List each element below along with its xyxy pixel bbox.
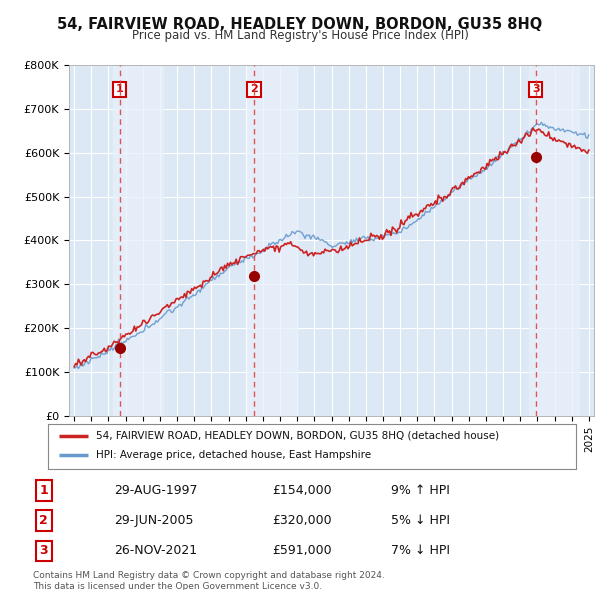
Text: 26-NOV-2021: 26-NOV-2021: [114, 545, 197, 558]
Text: 3: 3: [40, 545, 48, 558]
Text: HPI: Average price, detached house, East Hampshire: HPI: Average price, detached house, East…: [95, 450, 371, 460]
Text: 3: 3: [532, 84, 539, 94]
Text: £154,000: £154,000: [272, 484, 332, 497]
Text: 2: 2: [40, 514, 48, 527]
Text: Price paid vs. HM Land Registry's House Price Index (HPI): Price paid vs. HM Land Registry's House …: [131, 30, 469, 42]
Text: 29-AUG-1997: 29-AUG-1997: [114, 484, 198, 497]
Text: £591,000: £591,000: [272, 545, 332, 558]
Text: 2: 2: [250, 84, 258, 94]
Text: 1: 1: [40, 484, 48, 497]
Text: 1: 1: [116, 84, 124, 94]
Text: 54, FAIRVIEW ROAD, HEADLEY DOWN, BORDON, GU35 8HQ (detached house): 54, FAIRVIEW ROAD, HEADLEY DOWN, BORDON,…: [95, 431, 499, 441]
Bar: [529, 65, 578, 416]
Text: 7% ↓ HPI: 7% ↓ HPI: [391, 545, 449, 558]
Bar: [113, 65, 163, 416]
Text: 54, FAIRVIEW ROAD, HEADLEY DOWN, BORDON, GU35 8HQ: 54, FAIRVIEW ROAD, HEADLEY DOWN, BORDON,…: [58, 17, 542, 31]
Text: 29-JUN-2005: 29-JUN-2005: [114, 514, 194, 527]
Text: £320,000: £320,000: [272, 514, 332, 527]
Text: 5% ↓ HPI: 5% ↓ HPI: [391, 514, 449, 527]
Text: Contains HM Land Registry data © Crown copyright and database right 2024.
This d: Contains HM Land Registry data © Crown c…: [33, 571, 385, 590]
Text: 9% ↑ HPI: 9% ↑ HPI: [391, 484, 449, 497]
Bar: [247, 65, 297, 416]
